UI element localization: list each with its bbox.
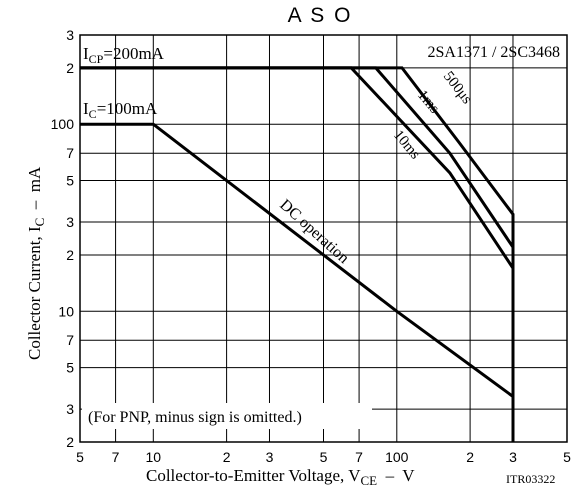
x-tick-labels: 5 7 10 2 3 5 7 100 2 3 5 [76, 449, 571, 465]
x-tick-label-9: 3 [509, 449, 517, 465]
y-tick-label-0: 2 [66, 434, 74, 450]
x-tick-label-8: 2 [466, 449, 474, 465]
y-tick-label-6: 3 [66, 214, 74, 230]
icp-limit-label: ICP=200mA [83, 44, 165, 66]
pnp-note: (For PNP, minus sign is omitted.) [88, 409, 302, 426]
y-tick-labels: 2 3 5 7 10 2 3 5 7 100 2 3 [51, 27, 75, 450]
x-tick-label-5: 5 [320, 449, 328, 465]
chart-title: A S O [288, 4, 353, 27]
plot-frame [79, 34, 568, 443]
y-tick-label-8: 7 [66, 145, 74, 161]
x-tick-label-3: 2 [223, 449, 231, 465]
y-tick-label-3: 7 [66, 332, 74, 348]
y-tick-label-7: 5 [66, 173, 74, 189]
x-tick-label-0: 5 [76, 449, 84, 465]
x-tick-label-10: 5 [563, 449, 571, 465]
y-axis-label: Collector Current, IC – mA [25, 166, 47, 360]
y-tick-label-4: 10 [58, 303, 74, 319]
y-tick-label-10: 2 [66, 60, 74, 76]
y-tick-label-2: 5 [66, 360, 74, 376]
note-box: (For PNP, minus sign is omitted.) [82, 403, 372, 429]
series-label-10ms: 10ms [390, 127, 423, 162]
x-axis-label: Collector-to-Emitter Voltage, VCE – V [146, 466, 415, 488]
x-tick-label-6: 7 [355, 449, 363, 465]
series-layer [80, 66, 515, 442]
ic-limit-label: IC=100mA [83, 99, 158, 121]
series-line-500us [80, 66, 515, 442]
series-label-dc: DC operation [276, 196, 352, 267]
x-tick-label-2: 10 [146, 449, 162, 465]
y-tick-label-5: 2 [66, 247, 74, 263]
x-tick-label-1: 7 [112, 449, 120, 465]
series-label-1ms: 1ms [414, 87, 442, 117]
part-number-label: 2SA1371 / 2SC3468 [428, 44, 560, 61]
y-tick-label-11: 3 [66, 27, 74, 43]
x-tick-label-4: 3 [266, 449, 274, 465]
figure-code: ITR03322 [506, 472, 555, 486]
y-tick-label-9: 100 [51, 116, 75, 132]
x-tick-label-7: 100 [385, 449, 409, 465]
y-tick-label-1: 3 [66, 401, 74, 417]
